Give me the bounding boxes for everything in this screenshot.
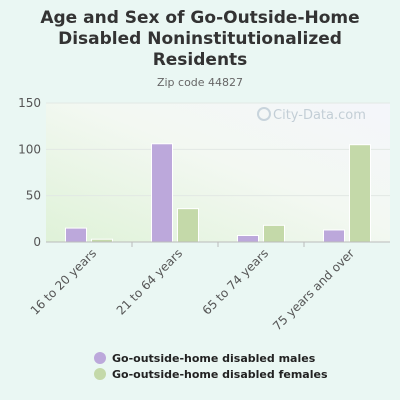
svg-text:City-Data.com: City-Data.com — [273, 108, 366, 123]
chart-title-line: Age and Sex of Go-Outside-Home — [40, 8, 360, 28]
y-tick-label: 100 — [18, 142, 41, 156]
x-tick-label: 16 to 20 years — [28, 246, 99, 317]
chart-title: Age and Sex of Go-Outside-Home Disabled … — [0, 8, 400, 71]
chart-title-line: Residents — [152, 50, 248, 70]
y-tick-label: 0 — [33, 235, 41, 249]
chart-title-line: Disabled Noninstitutionalized — [58, 29, 342, 49]
bar-females — [263, 224, 285, 243]
legend-item-males: Go-outside-home disabled males — [94, 350, 328, 366]
x-tick-label: 75 years and over — [270, 246, 357, 333]
bar-females — [177, 208, 199, 243]
bar-females — [349, 144, 371, 243]
bar-males — [237, 235, 259, 243]
watermark: City-Data.com — [257, 107, 366, 123]
legend: Go-outside-home disabled males Go-outsid… — [94, 350, 328, 382]
bar-males — [65, 227, 87, 243]
x-tick-label: 65 to 74 years — [200, 246, 271, 317]
y-tick-label: 150 — [18, 96, 41, 110]
chart-subtitle: Zip code 44827 — [156, 76, 244, 89]
bar-males — [151, 143, 173, 243]
plot-area — [46, 103, 390, 242]
legend-item-females: Go-outside-home disabled females — [94, 366, 328, 382]
x-tick-label: 21 to 64 years — [114, 246, 185, 317]
legend-label-females: Go-outside-home disabled females — [112, 367, 328, 381]
legend-swatch-males — [94, 352, 106, 364]
y-tick-label: 50 — [26, 189, 41, 203]
bar-males — [323, 229, 345, 243]
legend-swatch-females — [94, 368, 106, 380]
legend-label-males: Go-outside-home disabled males — [112, 351, 316, 365]
